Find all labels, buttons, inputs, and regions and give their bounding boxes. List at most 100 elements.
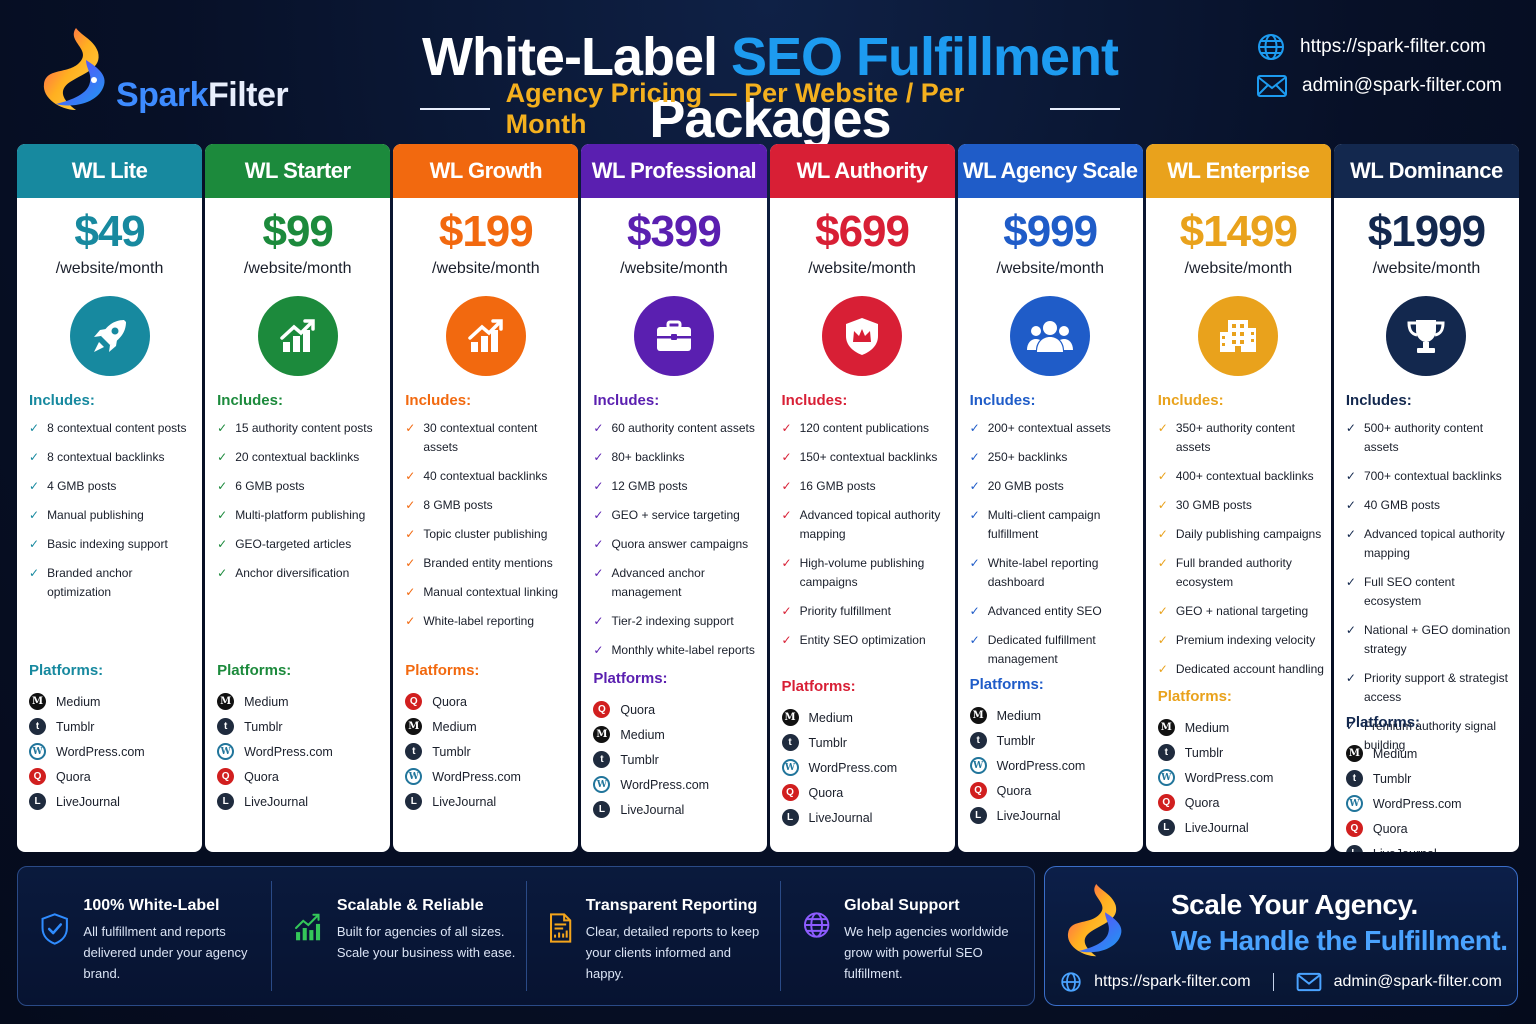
feature-item: ✓ Premium indexing velocity — [1158, 631, 1325, 650]
check-icon: ✓ — [217, 537, 228, 551]
check-icon: ✓ — [969, 556, 980, 570]
feature-item: ✓ 16 GMB posts — [782, 477, 949, 496]
rocket-icon — [69, 296, 150, 376]
plan-card-wl-lite[interactable]: WL Lite $49 /website/month Includes: ✓ 8 … — [17, 144, 203, 852]
platform-list: Platforms: M Medium t Tumblr W WordPress.com Q… — [29, 662, 196, 814]
check-icon: ✓ — [1157, 527, 1168, 541]
plan-card-wl-professional[interactable]: WL Professional $399 /website/month Incl… — [581, 144, 767, 852]
includes-label: Includes: — [969, 392, 1036, 409]
check-icon: ✓ — [1345, 575, 1356, 589]
plan-card-wl-starter[interactable]: WL Starter $99 /website/month Includes: … — [205, 144, 391, 852]
includes-label: Includes: — [1345, 392, 1412, 409]
feature-item: ✓ 4 GMB posts — [29, 477, 196, 496]
feature-list: ✓ 8 contextual content posts ✓ 8 contextual… — [29, 419, 202, 602]
mail-icon — [1257, 75, 1287, 97]
footer-email-link[interactable]: admin@spark-filter.com — [1333, 973, 1502, 990]
livejournal-icon: L — [29, 793, 46, 810]
cta-subheadline: We Handle the Fulfillment. — [1171, 925, 1508, 956]
platform-item: t Tumblr — [1345, 766, 1513, 791]
feature-item: ✓ GEO-targeted articles — [217, 535, 384, 554]
feature-list: ✓ 15 authority content posts ✓ 20 contextua… — [217, 419, 390, 583]
check-icon: ✓ — [217, 421, 228, 435]
plan-card-wl-authority[interactable]: WL Authority $699 /website/month Include… — [769, 144, 955, 852]
platform-list: Platforms: M Medium t Tumblr W WordPress.com Q… — [217, 662, 384, 814]
livejournal-icon: L — [781, 809, 799, 826]
platforms-label: Platforms: — [593, 670, 668, 687]
feature-item: ✓ Dedicated account handling — [1158, 660, 1325, 679]
footer-features: 100% White-Label All fulfillment and rep… — [17, 866, 1035, 1006]
feature-item: ✓ Advanced topical authority mapping — [782, 506, 949, 544]
plan-price: $1499 — [1179, 207, 1298, 256]
quora-icon: Q — [969, 782, 987, 799]
feature-item: ✓ 30 GMB posts — [1158, 496, 1325, 515]
building-icon — [1198, 296, 1279, 376]
platform-item: W WordPress.com — [781, 755, 949, 780]
includes-label: Includes: — [593, 392, 660, 409]
check-icon: ✓ — [29, 450, 40, 464]
livejournal-icon: L — [969, 807, 987, 824]
platform-item: Q Quora — [405, 689, 572, 714]
plan-price: $199 — [438, 207, 534, 256]
check-icon: ✓ — [781, 633, 792, 647]
feature-list: ✓ 60 authority content assets ✓ 80+ backlin… — [593, 419, 766, 660]
footer-feature-text: We help agencies worldwide grow with pow… — [844, 924, 1009, 981]
check-icon: ✓ — [593, 450, 604, 464]
check-icon: ✓ — [969, 633, 980, 647]
feature-item: ✓ Dedicated fulfillment management — [970, 631, 1137, 669]
footer-cta-panel: Scale Your Agency. We Handle the Fulfill… — [1044, 866, 1518, 1006]
header-email-link[interactable]: admin@spark-filter.com — [1256, 74, 1526, 98]
plan-card-wl-enterprise[interactable]: WL Enterprise $1499 /website/month Inclu… — [1145, 144, 1331, 852]
feature-item: ✓ 8 contextual backlinks — [29, 448, 196, 467]
price-period: /website/month — [1184, 260, 1293, 277]
footer-website-link[interactable]: https://spark-filter.com — [1094, 973, 1251, 990]
wordpress-icon: W — [217, 743, 235, 760]
plan-name: WL Dominance — [1333, 144, 1519, 198]
platform-item: Q Quora — [969, 778, 1137, 803]
header-website-link[interactable]: https://spark-filter.com — [1256, 32, 1526, 62]
platform-item: W WordPress.com — [405, 764, 572, 789]
footer-feature-text: All fulfillment and reports delivered un… — [83, 924, 248, 981]
check-icon: ✓ — [969, 479, 980, 493]
check-icon: ✓ — [29, 566, 40, 580]
platform-item: t Tumblr — [593, 747, 760, 772]
brand-logo-block[interactable]: SparkFilter — [36, 24, 316, 124]
platform-list: Platforms: M Medium t Tumblr W WordPress.com Q… — [1345, 714, 1513, 852]
plan-name: WL Growth — [393, 144, 579, 198]
feature-item: ✓ Multi-client campaign fulfillment — [970, 506, 1137, 544]
footer-feature-title: Global Support — [844, 897, 960, 914]
feature-item: ✓ Multi-platform publishing — [217, 506, 384, 525]
platform-item: M Medium — [1345, 741, 1513, 766]
spark-logo-icon — [43, 28, 105, 110]
check-icon: ✓ — [1157, 498, 1168, 512]
bar-chart-arrow-icon — [295, 913, 321, 941]
plan-card-wl-agency-scale[interactable]: WL Agency Scale $999 /website/month Incl… — [957, 144, 1143, 852]
plan-price: $999 — [1003, 207, 1098, 256]
platform-list: Platforms: M Medium t Tumblr W WordPress.com Q… — [969, 676, 1137, 828]
check-icon: ✓ — [781, 450, 792, 464]
medium-icon: M — [781, 709, 799, 726]
check-icon: ✓ — [1345, 527, 1356, 541]
platform-item: Q Quora — [1157, 790, 1325, 815]
globe-icon — [1258, 34, 1284, 60]
check-icon: ✓ — [969, 604, 980, 618]
livejournal-icon: L — [217, 793, 235, 810]
footer-feature-white-label: 100% White-Label All fulfillment and rep… — [18, 881, 273, 991]
platform-item: M Medium — [593, 722, 760, 747]
platform-item: t Tumblr — [969, 728, 1137, 753]
platforms-label: Platforms: — [217, 662, 292, 679]
feature-item: ✓ Entity SEO optimization — [782, 631, 949, 650]
plan-card-wl-growth[interactable]: WL Growth $199 /website/month Includes: … — [393, 144, 579, 852]
quora-icon: Q — [405, 693, 423, 710]
platform-item: t Tumblr — [217, 714, 384, 739]
globe-icon — [1061, 972, 1081, 992]
plan-card-wl-dominance[interactable]: WL Dominance $1999 /website/month Includ… — [1333, 144, 1519, 852]
price-period: /website/month — [1372, 260, 1481, 277]
plan-name: WL Professional — [581, 144, 767, 198]
medium-icon: M — [1157, 719, 1175, 736]
includes-label: Includes: — [405, 392, 472, 409]
wordpress-icon: W — [29, 743, 46, 760]
check-icon: ✓ — [1345, 498, 1356, 512]
wordpress-icon: W — [781, 759, 799, 776]
check-icon: ✓ — [969, 421, 980, 435]
